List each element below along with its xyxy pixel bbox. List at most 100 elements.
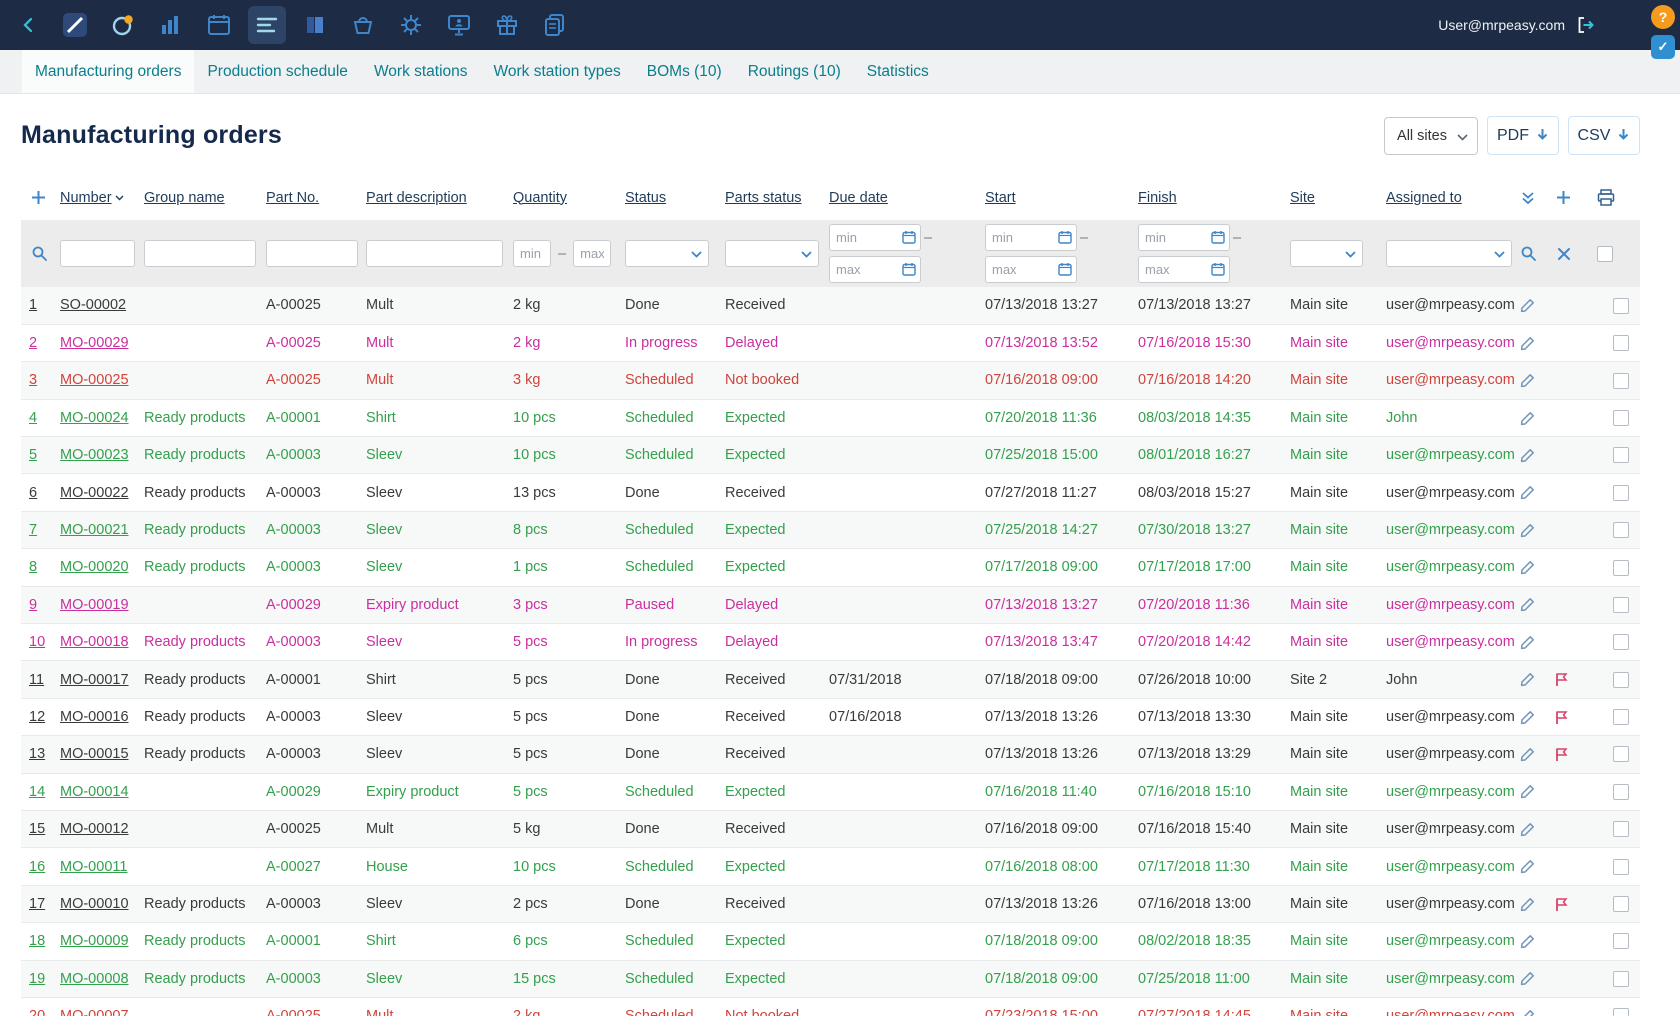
order-number-link[interactable]: MO-00017	[60, 671, 129, 688]
col-site[interactable]: Site	[1290, 189, 1315, 206]
status-filter-select[interactable]	[625, 240, 709, 267]
add-order-icon[interactable]	[31, 190, 46, 205]
col-number[interactable]: Number	[60, 189, 112, 206]
row-index-link[interactable]: 16	[29, 858, 46, 875]
row-checkbox[interactable]	[1613, 858, 1629, 875]
edit-pencil-icon[interactable]	[1520, 784, 1535, 799]
row-checkbox[interactable]	[1613, 821, 1629, 838]
order-number-link[interactable]: MO-00014	[60, 783, 129, 800]
apply-search-icon[interactable]	[1520, 245, 1537, 262]
help-question-icon[interactable]: ?	[1651, 5, 1675, 29]
group-name-filter-input[interactable]	[144, 240, 256, 267]
assigned-to-filter-select[interactable]	[1386, 240, 1512, 267]
col-quantity[interactable]: Quantity	[513, 189, 567, 206]
col-part-description[interactable]: Part description	[366, 189, 467, 206]
row-index-link[interactable]: 19	[29, 970, 46, 987]
order-number-link[interactable]: MO-00023	[60, 447, 129, 464]
order-number-link[interactable]: MO-00019	[60, 596, 129, 613]
finish-min-input[interactable]	[1138, 224, 1230, 251]
tab-routings[interactable]: Routings (10)	[747, 62, 841, 80]
col-part-no[interactable]: Part No.	[266, 189, 320, 206]
row-checkbox[interactable]	[1613, 409, 1629, 426]
order-number-link[interactable]: MO-00008	[60, 970, 129, 987]
col-due-date[interactable]: Due date	[829, 189, 888, 206]
edit-pencil-icon[interactable]	[1520, 1009, 1535, 1016]
row-checkbox[interactable]	[1613, 596, 1629, 613]
presentation-icon[interactable]	[440, 6, 478, 44]
order-number-link[interactable]: MO-00020	[60, 559, 129, 576]
row-index-link[interactable]: 18	[29, 933, 46, 950]
order-number-link[interactable]: MO-00011	[60, 858, 128, 875]
double-chevron-down-icon[interactable]	[1520, 190, 1536, 206]
tab-manufacturing-orders[interactable]: Manufacturing orders	[22, 50, 195, 93]
documents-icon[interactable]	[536, 6, 574, 44]
quantity-max-input[interactable]	[573, 240, 612, 267]
row-checkbox[interactable]	[1613, 335, 1629, 352]
row-checkbox[interactable]	[1613, 484, 1629, 501]
parts-status-filter-select[interactable]	[725, 240, 819, 267]
csv-export-button[interactable]: CSV	[1568, 116, 1640, 155]
calendar-icon[interactable]	[1211, 262, 1225, 276]
row-index-link[interactable]: 13	[29, 746, 46, 763]
order-number-link[interactable]: MO-00007	[60, 1008, 129, 1016]
edit-pencil-icon[interactable]	[1520, 897, 1535, 912]
row-checkbox[interactable]	[1613, 1008, 1629, 1016]
order-number-link[interactable]: SO-00002	[60, 297, 127, 314]
user-email[interactable]: User@mrpeasy.com	[1438, 17, 1565, 33]
row-checkbox[interactable]	[1613, 783, 1629, 800]
row-checkbox[interactable]	[1613, 896, 1629, 913]
row-index-link[interactable]: 12	[29, 708, 46, 725]
row-index-link[interactable]: 9	[29, 596, 38, 613]
row-checkbox[interactable]	[1613, 634, 1629, 651]
tab-work-station-types[interactable]: Work station types	[493, 62, 621, 80]
row-index-link[interactable]: 8	[29, 559, 38, 576]
row-index-link[interactable]: 10	[29, 634, 46, 651]
col-start[interactable]: Start	[985, 189, 1016, 206]
order-number-link[interactable]: MO-00025	[60, 372, 129, 389]
edit-pencil-icon[interactable]	[1520, 934, 1535, 949]
edit-pencil-icon[interactable]	[1520, 560, 1535, 575]
edit-pencil-icon[interactable]	[1520, 672, 1535, 687]
print-icon[interactable]	[1597, 189, 1615, 206]
basket-icon[interactable]	[344, 6, 382, 44]
clear-filters-icon[interactable]	[1557, 247, 1571, 261]
calendar-icon[interactable]	[1058, 230, 1072, 244]
row-checkbox[interactable]	[1613, 522, 1629, 539]
sites-dropdown[interactable]: All sites	[1384, 116, 1478, 155]
select-all-checkbox[interactable]	[1597, 245, 1613, 262]
col-group-name[interactable]: Group name	[144, 189, 225, 206]
order-number-link[interactable]: MO-00022	[60, 484, 129, 501]
logout-icon[interactable]	[1575, 15, 1596, 35]
finish-max-input[interactable]	[1138, 256, 1230, 283]
row-index-link[interactable]: 7	[29, 522, 38, 539]
order-number-link[interactable]: MO-00018	[60, 634, 129, 651]
start-min-input[interactable]	[985, 224, 1077, 251]
order-number-link[interactable]: MO-00009	[60, 933, 129, 950]
gift-icon[interactable]	[488, 6, 526, 44]
col-assigned-to[interactable]: Assigned to	[1386, 189, 1462, 206]
row-index-link[interactable]: 6	[29, 484, 38, 501]
row-index-link[interactable]: 3	[29, 372, 38, 389]
edit-pencil-icon[interactable]	[1520, 747, 1535, 762]
edit-pencil-icon[interactable]	[1520, 971, 1535, 986]
edit-pencil-icon[interactable]	[1520, 859, 1535, 874]
gear-icon[interactable]	[392, 6, 430, 44]
tab-statistics[interactable]: Statistics	[866, 62, 929, 80]
diagonal-square-logo-icon[interactable]	[56, 6, 94, 44]
col-parts-status[interactable]: Parts status	[725, 189, 802, 206]
row-index-link[interactable]: 17	[29, 895, 46, 912]
tab-production-schedule[interactable]: Production schedule	[207, 62, 348, 80]
order-number-link[interactable]: MO-00016	[60, 708, 129, 725]
row-index-link[interactable]: 11	[29, 671, 45, 688]
due-date-max-input[interactable]	[829, 256, 921, 283]
row-index-link[interactable]: 4	[29, 409, 38, 426]
col-finish[interactable]: Finish	[1138, 189, 1177, 206]
row-checkbox[interactable]	[1613, 709, 1629, 726]
order-number-link[interactable]: MO-00015	[60, 746, 129, 763]
tab-boms[interactable]: BOMs (10)	[646, 62, 722, 80]
order-number-link[interactable]: MO-00021	[60, 522, 129, 539]
sun-icon[interactable]	[104, 6, 142, 44]
pdf-export-button[interactable]: PDF	[1487, 116, 1559, 155]
row-checkbox[interactable]	[1613, 559, 1629, 576]
row-checkbox[interactable]	[1613, 372, 1629, 389]
